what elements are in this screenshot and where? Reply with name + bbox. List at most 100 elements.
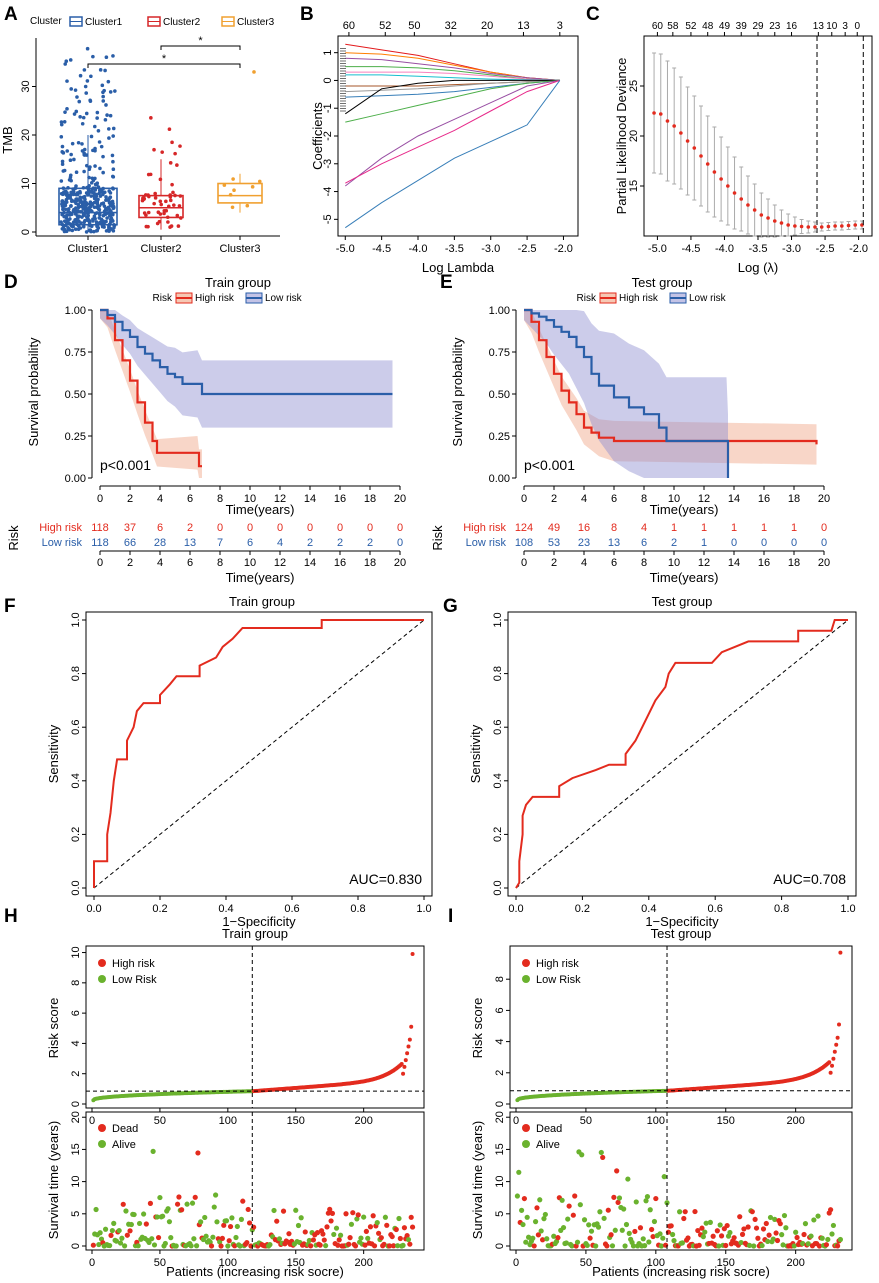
H-surv-point (298, 1215, 304, 1221)
I-legend-high: High risk (536, 958, 579, 970)
a-point (80, 142, 84, 146)
a-point (87, 167, 92, 172)
I-risk-x-tick-label: 50 (580, 1115, 592, 1127)
F-x-tick-label: 0.8 (350, 903, 365, 915)
H-surv-point (131, 1211, 137, 1218)
I-surv-point (773, 1230, 779, 1236)
H-surv-point (211, 1204, 217, 1210)
I-surv-point (625, 1176, 631, 1182)
I-surv-point (661, 1174, 667, 1180)
panel-letter-g: G (443, 596, 458, 617)
I-surv-point (647, 1207, 653, 1213)
H-surv-point (393, 1226, 399, 1233)
a-point (153, 191, 157, 196)
c-point (813, 225, 817, 229)
c-x-tick-label: -3.5 (749, 243, 768, 255)
a-point (84, 230, 89, 234)
c-point (853, 223, 858, 227)
D-risk-count: 6 (157, 522, 163, 534)
a-point (168, 198, 173, 203)
I-surv-point (835, 1243, 841, 1249)
F-y-tick-label: 0.4 (70, 773, 82, 788)
a-point (69, 204, 73, 208)
G-x-tick-label: 0.0 (508, 903, 523, 915)
I-surv-point (542, 1211, 548, 1218)
a-point (93, 124, 97, 129)
I-surv-point (537, 1197, 543, 1203)
H-surv-point (193, 1243, 200, 1249)
a-point (82, 68, 87, 72)
H-surv-point (293, 1207, 299, 1213)
I-surv-point (563, 1240, 569, 1246)
I-surv-point (751, 1243, 757, 1249)
I-surv-point (623, 1221, 630, 1228)
D-risk-tick-label: 2 (127, 557, 133, 569)
E-risk-tick-label: 10 (668, 557, 680, 569)
a-point (84, 111, 89, 116)
I-surv-point (577, 1202, 583, 1208)
E-x-tick-label: 0 (521, 493, 527, 505)
H-risk-point (399, 1062, 404, 1067)
D-risk-count: 28 (154, 537, 166, 549)
a-point (68, 158, 73, 163)
c-x-tick-label: -2.5 (816, 243, 835, 255)
H-surv-x-tick-label: 200 (354, 1257, 372, 1269)
H-surv-point (146, 1239, 152, 1245)
a-point (111, 126, 116, 131)
H-surv-point (210, 1234, 216, 1240)
H-surv-point (331, 1231, 337, 1238)
H-surv-point (396, 1215, 402, 1222)
H-surv-point (329, 1210, 336, 1216)
b-y-tick-label: -5 (322, 214, 334, 224)
I-surv-point (541, 1216, 547, 1222)
I-surv-point (621, 1206, 627, 1212)
H-surv-point (336, 1237, 342, 1243)
I-surv-point (779, 1232, 785, 1238)
E-y-tick-label: 1.00 (489, 305, 510, 317)
G-x-tick-label: 0.8 (774, 903, 789, 915)
a-point (76, 205, 81, 210)
a-point (175, 213, 180, 218)
a-point (245, 203, 250, 208)
I-surv-point (731, 1235, 737, 1241)
I-surv-point (524, 1214, 530, 1220)
I-surv-x-tick-label: 200 (786, 1257, 804, 1269)
D-x-tick-label: 0 (97, 493, 103, 505)
a-point (104, 219, 108, 224)
D-risk-count: 2 (337, 537, 343, 549)
a-point (80, 149, 85, 153)
H-surv-point (151, 1242, 158, 1248)
b-y-tick-label: -4 (322, 187, 334, 197)
E-high-curve (524, 308, 818, 445)
E-risk-count: 49 (548, 522, 560, 534)
G-x-tick-label: 0.2 (575, 903, 590, 915)
H-risk-point (406, 1044, 411, 1049)
H-surv-point (165, 1206, 171, 1212)
H-risk-point (402, 1064, 407, 1069)
b-y-tick-label: 1 (322, 50, 334, 56)
a-point (91, 217, 95, 221)
F-title: Train group (229, 594, 295, 609)
I-surv-point (739, 1231, 746, 1237)
I-surv-point (584, 1242, 590, 1249)
I-surv-point (630, 1243, 637, 1249)
a-point (60, 144, 65, 149)
H-surv-point (348, 1221, 355, 1227)
a-point (77, 99, 82, 104)
I-risk-x-tick-label: 200 (786, 1115, 804, 1127)
I-surv-point (696, 1242, 702, 1248)
I-surv-point (766, 1232, 772, 1238)
I-surv-point (830, 1222, 837, 1229)
a-point (175, 163, 179, 167)
a-point (172, 203, 176, 207)
a-point (170, 182, 174, 187)
c-x-tick-label: -5.0 (648, 243, 667, 255)
a-point (104, 208, 109, 212)
H-risk-x-tick-label: 50 (154, 1115, 166, 1127)
a-point (173, 151, 177, 156)
H-surv-x-tick-label: 50 (154, 1257, 166, 1269)
a-point (103, 68, 107, 73)
I-surv-point (805, 1241, 811, 1247)
I-surv-point (738, 1239, 744, 1246)
